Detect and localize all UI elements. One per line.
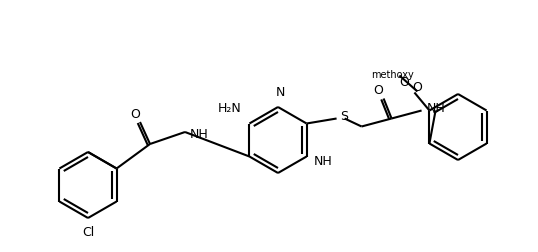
Text: methoxy: methoxy (371, 70, 414, 79)
Text: O: O (400, 76, 409, 89)
Text: NH: NH (427, 102, 445, 115)
Text: H₂N: H₂N (218, 103, 242, 115)
Text: NH: NH (190, 128, 209, 141)
Text: NH: NH (314, 155, 332, 168)
Text: O: O (130, 108, 140, 120)
Text: O: O (374, 84, 384, 97)
Text: O: O (413, 81, 422, 94)
Text: S: S (341, 110, 349, 123)
Text: N: N (275, 86, 285, 99)
Text: Cl: Cl (82, 226, 94, 239)
